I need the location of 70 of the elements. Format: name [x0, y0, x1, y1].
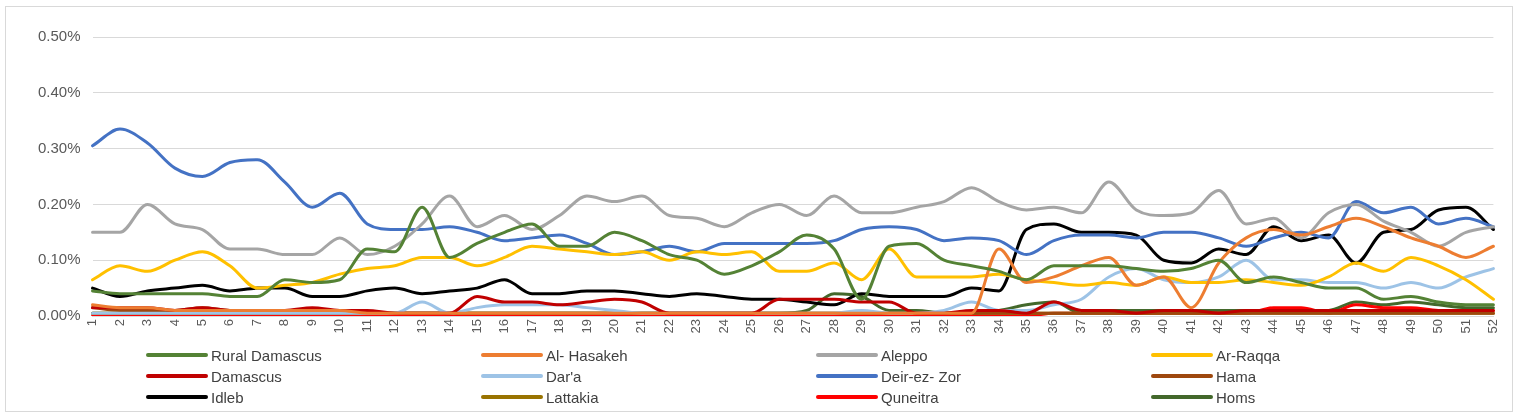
legend-label: Damascus — [211, 367, 282, 385]
x-tick-label: 35 — [1018, 319, 1034, 334]
x-tick-label: 10 — [331, 319, 347, 334]
x-tick-label: 14 — [441, 319, 457, 334]
x-tick-label: 23 — [688, 319, 704, 334]
x-tick-label: 31 — [908, 319, 924, 334]
x-tick-label: 1 — [84, 319, 100, 327]
x-tick-label: 9 — [303, 319, 319, 327]
legend-label: Quneitra — [881, 388, 939, 406]
x-tick-label: 22 — [660, 319, 676, 334]
y-tick-label: 0.30% — [37, 138, 81, 156]
x-tick-label: 21 — [633, 319, 649, 334]
x-tick-label: 47 — [1347, 319, 1363, 334]
x-tick-label: 18 — [551, 319, 567, 334]
x-tick-label: 15 — [468, 319, 484, 334]
x-tick-label: 8 — [276, 319, 292, 327]
x-tick-label: 32 — [935, 319, 951, 334]
x-tick-label: 12 — [386, 319, 402, 334]
legend-label: Idleb — [211, 388, 244, 406]
x-tick-label: 11 — [358, 319, 374, 333]
legend-label: Homs — [1216, 388, 1256, 406]
x-tick-label: 27 — [798, 319, 814, 334]
x-tick-label: 39 — [1127, 319, 1143, 334]
y-tick-label: 0.20% — [37, 194, 81, 212]
x-tick-label: 41 — [1182, 319, 1198, 334]
legend-label: Hama — [1216, 367, 1257, 385]
x-tick-label: 42 — [1210, 319, 1226, 334]
x-tick-label: 30 — [880, 319, 896, 334]
x-tick-label: 26 — [770, 319, 786, 334]
x-tick-label: 5 — [193, 319, 209, 327]
legend-label: Deir-ez- Zor — [881, 367, 962, 385]
x-tick-label: 51 — [1457, 319, 1473, 334]
x-tick-label: 25 — [743, 319, 759, 334]
legend-label: Rural Damascus — [211, 346, 322, 364]
x-tick-label: 4 — [166, 319, 182, 327]
x-tick-label: 2 — [111, 319, 127, 327]
x-tick-label: 52 — [1484, 319, 1500, 334]
y-tick-label: 0.10% — [37, 250, 81, 268]
legend-label: Dar'a — [546, 367, 582, 385]
x-tick-label: 13 — [413, 319, 429, 334]
x-tick-label: 3 — [139, 319, 155, 327]
x-tick-label: 50 — [1430, 319, 1446, 334]
x-tick-label: 49 — [1402, 319, 1418, 334]
x-tick-label: 17 — [523, 319, 539, 334]
x-tick-label: 24 — [715, 319, 731, 334]
x-tick-label: 16 — [496, 319, 512, 334]
x-tick-label: 45 — [1292, 319, 1308, 334]
x-tick-label: 7 — [248, 319, 264, 327]
x-tick-label: 43 — [1237, 319, 1253, 334]
x-tick-label: 37 — [1072, 319, 1088, 334]
x-tick-label: 48 — [1375, 319, 1391, 334]
x-tick-label: 6 — [221, 319, 237, 327]
x-tick-label: 20 — [606, 319, 621, 334]
x-tick-label: 44 — [1265, 319, 1281, 334]
x-tick-label: 34 — [990, 319, 1006, 334]
legend-label: Al- Hasakeh — [546, 346, 628, 364]
x-tick-label: 19 — [578, 319, 594, 334]
x-tick-label: 36 — [1045, 319, 1061, 334]
x-tick-label: 40 — [1155, 319, 1171, 334]
x-tick-label: 29 — [853, 319, 869, 334]
x-tick-label: 46 — [1320, 319, 1336, 334]
legend-label: Lattakia — [546, 388, 599, 406]
x-tick-label: 33 — [963, 319, 979, 334]
y-tick-label: 0.40% — [37, 82, 81, 100]
legend-label: Ar-Raqqa — [1216, 346, 1281, 364]
legend-label: Aleppo — [881, 346, 928, 364]
x-tick-label: 28 — [825, 319, 841, 334]
x-tick-label: 38 — [1100, 319, 1116, 334]
y-tick-label: 0.50% — [37, 27, 81, 45]
y-tick-label: 0.00% — [37, 306, 81, 324]
